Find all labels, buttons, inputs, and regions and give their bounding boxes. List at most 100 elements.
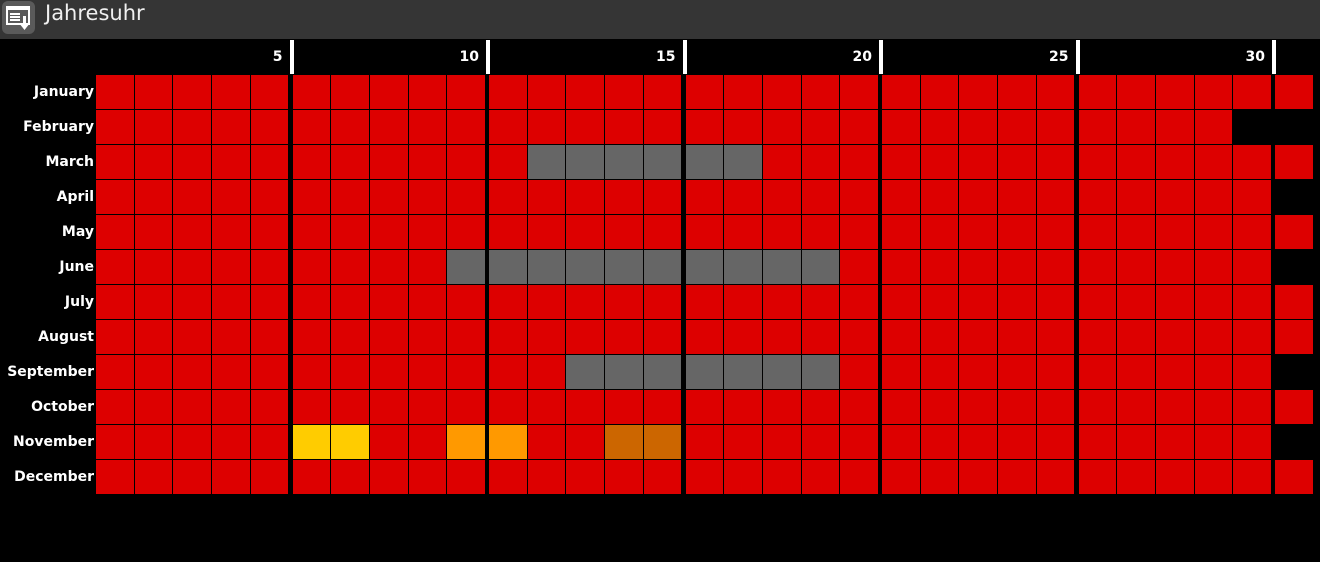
day-cell[interactable] — [959, 75, 998, 109]
day-cell[interactable] — [489, 215, 527, 249]
day-cell[interactable] — [292, 390, 331, 424]
day-cell[interactable] — [1155, 285, 1194, 319]
day-cell[interactable] — [489, 110, 527, 144]
day-cell[interactable] — [331, 355, 369, 389]
day-cell[interactable] — [447, 425, 485, 459]
day-cell[interactable] — [1117, 145, 1155, 179]
day-cell[interactable] — [408, 355, 447, 389]
day-cell[interactable] — [605, 215, 643, 249]
day-cell[interactable] — [685, 215, 724, 249]
day-cell[interactable] — [1233, 425, 1271, 459]
day-cell[interactable] — [762, 75, 801, 109]
day-cell[interactable] — [292, 460, 331, 494]
day-cell[interactable] — [250, 320, 289, 354]
day-cell[interactable] — [173, 320, 212, 354]
day-cell[interactable] — [212, 75, 250, 109]
day-cell[interactable] — [96, 390, 134, 424]
day-cell[interactable] — [331, 250, 369, 284]
day-cell[interactable] — [96, 355, 134, 389]
day-cell[interactable] — [840, 320, 878, 354]
day-cell[interactable] — [762, 215, 801, 249]
day-cell[interactable] — [173, 75, 212, 109]
day-cell[interactable] — [724, 355, 762, 389]
day-cell[interactable] — [1117, 425, 1155, 459]
day-cell[interactable] — [331, 390, 369, 424]
day-cell[interactable] — [369, 145, 408, 179]
day-cell[interactable] — [643, 320, 682, 354]
day-cell[interactable] — [998, 460, 1036, 494]
day-cell[interactable] — [1233, 180, 1271, 214]
day-cell[interactable] — [447, 215, 485, 249]
day-cell[interactable] — [998, 355, 1036, 389]
day-cell[interactable] — [1275, 320, 1313, 354]
day-cell[interactable] — [96, 460, 134, 494]
day-cell[interactable] — [1233, 460, 1271, 494]
day-cell[interactable] — [1155, 180, 1194, 214]
day-cell[interactable] — [724, 425, 762, 459]
day-cell[interactable] — [1036, 355, 1075, 389]
day-cell[interactable] — [801, 460, 840, 494]
day-cell[interactable] — [527, 425, 566, 459]
day-cell[interactable] — [920, 460, 959, 494]
day-cell[interactable] — [724, 145, 762, 179]
day-cell[interactable] — [724, 250, 762, 284]
day-cell[interactable] — [1233, 250, 1271, 284]
day-cell[interactable] — [212, 215, 250, 249]
day-cell[interactable] — [134, 75, 173, 109]
day-cell[interactable] — [447, 110, 485, 144]
day-cell[interactable] — [173, 145, 212, 179]
day-cell[interactable] — [292, 320, 331, 354]
day-cell[interactable] — [527, 110, 566, 144]
day-cell[interactable] — [566, 250, 605, 284]
day-cell[interactable] — [724, 460, 762, 494]
day-cell[interactable] — [292, 110, 331, 144]
day-cell[interactable] — [527, 320, 566, 354]
day-cell[interactable] — [489, 460, 527, 494]
day-cell[interactable] — [173, 425, 212, 459]
day-cell[interactable] — [250, 390, 289, 424]
day-cell[interactable] — [724, 75, 762, 109]
day-cell[interactable] — [489, 425, 527, 459]
day-cell[interactable] — [1036, 75, 1075, 109]
day-cell[interactable] — [643, 390, 682, 424]
day-cell[interactable] — [134, 320, 173, 354]
day-cell[interactable] — [801, 75, 840, 109]
day-cell[interactable] — [1078, 145, 1117, 179]
day-cell[interactable] — [1117, 110, 1155, 144]
day-cell[interactable] — [685, 355, 724, 389]
day-cell[interactable] — [369, 460, 408, 494]
day-cell[interactable] — [1275, 285, 1313, 319]
day-cell[interactable] — [801, 145, 840, 179]
day-cell[interactable] — [369, 285, 408, 319]
day-cell[interactable] — [643, 425, 682, 459]
day-cell[interactable] — [762, 460, 801, 494]
day-cell[interactable] — [1036, 460, 1075, 494]
day-cell[interactable] — [685, 460, 724, 494]
day-cell[interactable] — [882, 285, 920, 319]
day-cell[interactable] — [134, 355, 173, 389]
day-cell[interactable] — [489, 145, 527, 179]
day-cell[interactable] — [959, 390, 998, 424]
day-cell[interactable] — [1233, 320, 1271, 354]
day-cell[interactable] — [1036, 425, 1075, 459]
day-cell[interactable] — [959, 250, 998, 284]
day-cell[interactable] — [212, 180, 250, 214]
day-cell[interactable] — [96, 320, 134, 354]
day-cell[interactable] — [447, 180, 485, 214]
day-cell[interactable] — [840, 460, 878, 494]
day-cell[interactable] — [1117, 75, 1155, 109]
day-cell[interactable] — [801, 110, 840, 144]
day-cell[interactable] — [1117, 180, 1155, 214]
day-cell[interactable] — [643, 250, 682, 284]
day-cell[interactable] — [1233, 215, 1271, 249]
day-cell[interactable] — [882, 110, 920, 144]
day-cell[interactable] — [920, 355, 959, 389]
day-cell[interactable] — [840, 75, 878, 109]
day-cell[interactable] — [920, 250, 959, 284]
day-cell[interactable] — [998, 390, 1036, 424]
day-cell[interactable] — [1036, 285, 1075, 319]
day-cell[interactable] — [724, 110, 762, 144]
day-cell[interactable] — [369, 180, 408, 214]
day-cell[interactable] — [250, 250, 289, 284]
day-cell[interactable] — [1233, 390, 1271, 424]
